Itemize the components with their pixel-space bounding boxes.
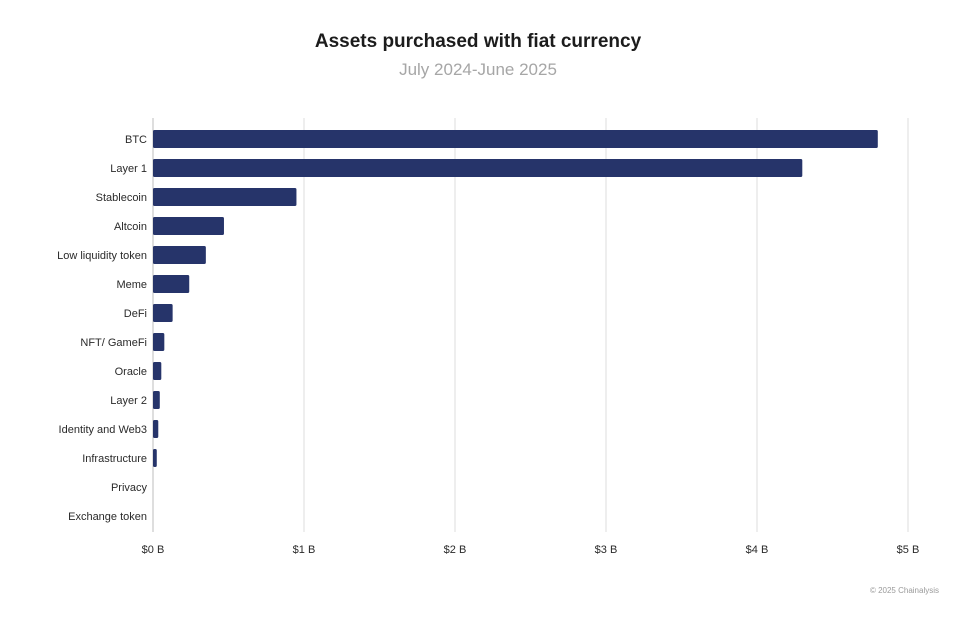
category-label: BTC — [125, 134, 147, 146]
bar — [153, 217, 224, 235]
bar — [153, 420, 159, 438]
category-label: Altcoin — [114, 221, 147, 233]
x-tick-label: $3 B — [595, 544, 618, 556]
category-label: Meme — [116, 279, 147, 291]
bar — [153, 275, 190, 293]
gridlines — [152, 118, 909, 532]
chart-subtitle: July 2024-June 2025 — [399, 60, 557, 79]
category-labels: BTC Layer 1 Stablecoin Altcoin Low liquidity… — [57, 134, 147, 523]
category-label: Layer 1 — [110, 163, 147, 175]
category-label: Stablecoin — [96, 192, 147, 204]
x-tick-label: $2 B — [444, 544, 467, 556]
x-tick-label: $4 B — [746, 544, 769, 556]
category-label: DeFi — [124, 308, 147, 320]
category-label: Oracle — [115, 366, 147, 378]
category-label: Privacy — [111, 482, 148, 494]
x-tick-label: $1 B — [293, 544, 316, 556]
category-label: Infrastructure — [82, 453, 147, 465]
bar — [153, 159, 803, 177]
bar — [153, 449, 157, 467]
source-credit: © 2025 Chainalysis — [869, 586, 939, 595]
bars — [153, 130, 878, 467]
bar — [153, 130, 878, 148]
category-label: Layer 2 — [110, 395, 147, 407]
bar — [153, 333, 165, 351]
x-tick-label: $0 B — [142, 544, 165, 556]
bar — [153, 188, 297, 206]
category-label: Identity and Web3 — [59, 424, 147, 436]
bar — [153, 246, 206, 264]
bar — [153, 391, 160, 409]
chart-title: Assets purchased with fiat currency — [314, 31, 642, 52]
category-label: Exchange token — [68, 511, 147, 523]
category-label: Low liquidity token — [57, 250, 147, 262]
bar — [153, 304, 173, 322]
bar — [153, 362, 162, 380]
category-label: NFT/ GameFi — [80, 337, 147, 349]
x-tick-labels: $0 B $1 B $2 B $3 B $4 B $5 B — [142, 544, 920, 556]
x-tick-label: $5 B — [897, 544, 920, 556]
